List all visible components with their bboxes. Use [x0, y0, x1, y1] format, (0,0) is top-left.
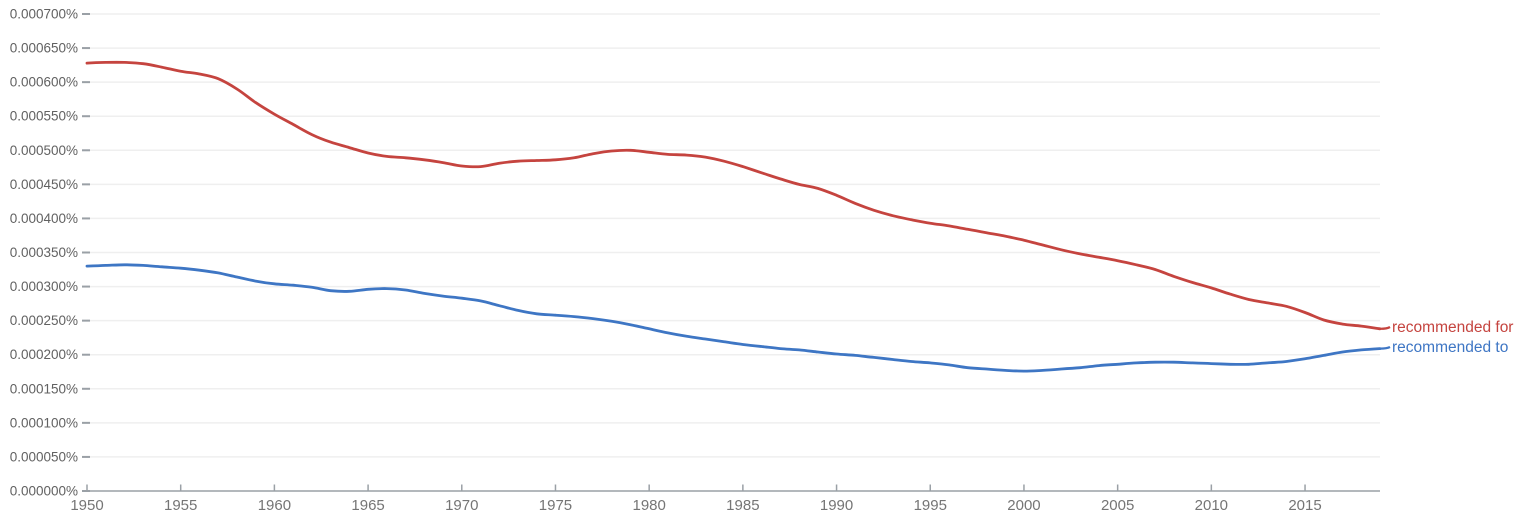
y-axis-tick-label: 0.000000% — [10, 484, 78, 499]
y-axis-tick-label: 0.000550% — [10, 109, 78, 124]
x-axis-tick-label: 1960 — [258, 497, 291, 514]
y-axis-tick-label: 0.000350% — [10, 245, 78, 260]
y-axis-tick-label: 0.000450% — [10, 177, 78, 192]
x-axis-tick-label: 1980 — [632, 497, 665, 514]
x-axis-tick-label: 1955 — [164, 497, 197, 514]
y-axis-tick-label: 0.000700% — [10, 7, 78, 22]
x-axis-tick-label: 1950 — [70, 497, 103, 514]
y-axis-tick-label: 0.000150% — [10, 381, 78, 396]
x-axis-tick-label: 1990 — [820, 497, 853, 514]
x-axis-tick-label: 1985 — [726, 497, 759, 514]
series-line-recommended-for[interactable] — [85, 60, 1382, 331]
y-axis-tick-label: 0.000100% — [10, 415, 78, 430]
y-axis-tick-label: 0.000250% — [10, 313, 78, 328]
x-axis-tick-label: 1965 — [351, 497, 384, 514]
x-axis-tick-label: 2010 — [1195, 497, 1228, 514]
y-axis-tick-label: 0.000200% — [10, 347, 78, 362]
legend-label-recommended-to[interactable]: recommended to — [1392, 339, 1509, 356]
x-axis-tick-label: 1995 — [914, 497, 947, 514]
x-axis-tick-label: 1970 — [445, 497, 478, 514]
x-axis-tick-label: 1975 — [539, 497, 572, 514]
legend-label-recommended-for[interactable]: recommended for — [1392, 319, 1514, 336]
y-axis-tick-label: 0.000400% — [10, 211, 78, 226]
y-axis-tick-label: 0.000650% — [10, 41, 78, 56]
legend-connector-recommended-to — [1379, 346, 1391, 350]
legend-connector-recommended-for — [1379, 326, 1391, 330]
y-axis-tick-label: 0.000050% — [10, 449, 78, 464]
series-line-recommended-to[interactable] — [85, 263, 1382, 373]
x-axis-tick-label: 2000 — [1007, 497, 1040, 514]
y-axis-tick-label: 0.000500% — [10, 143, 78, 158]
x-axis-tick-label: 2015 — [1288, 497, 1321, 514]
x-axis-tick-label: 2005 — [1101, 497, 1134, 514]
y-axis-tick-label: 0.000600% — [10, 75, 78, 90]
y-axis-tick-label: 0.000300% — [10, 279, 78, 294]
